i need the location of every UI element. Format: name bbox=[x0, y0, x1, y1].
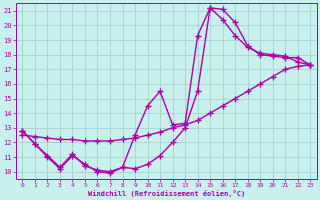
X-axis label: Windchill (Refroidissement éolien,°C): Windchill (Refroidissement éolien,°C) bbox=[88, 190, 245, 197]
